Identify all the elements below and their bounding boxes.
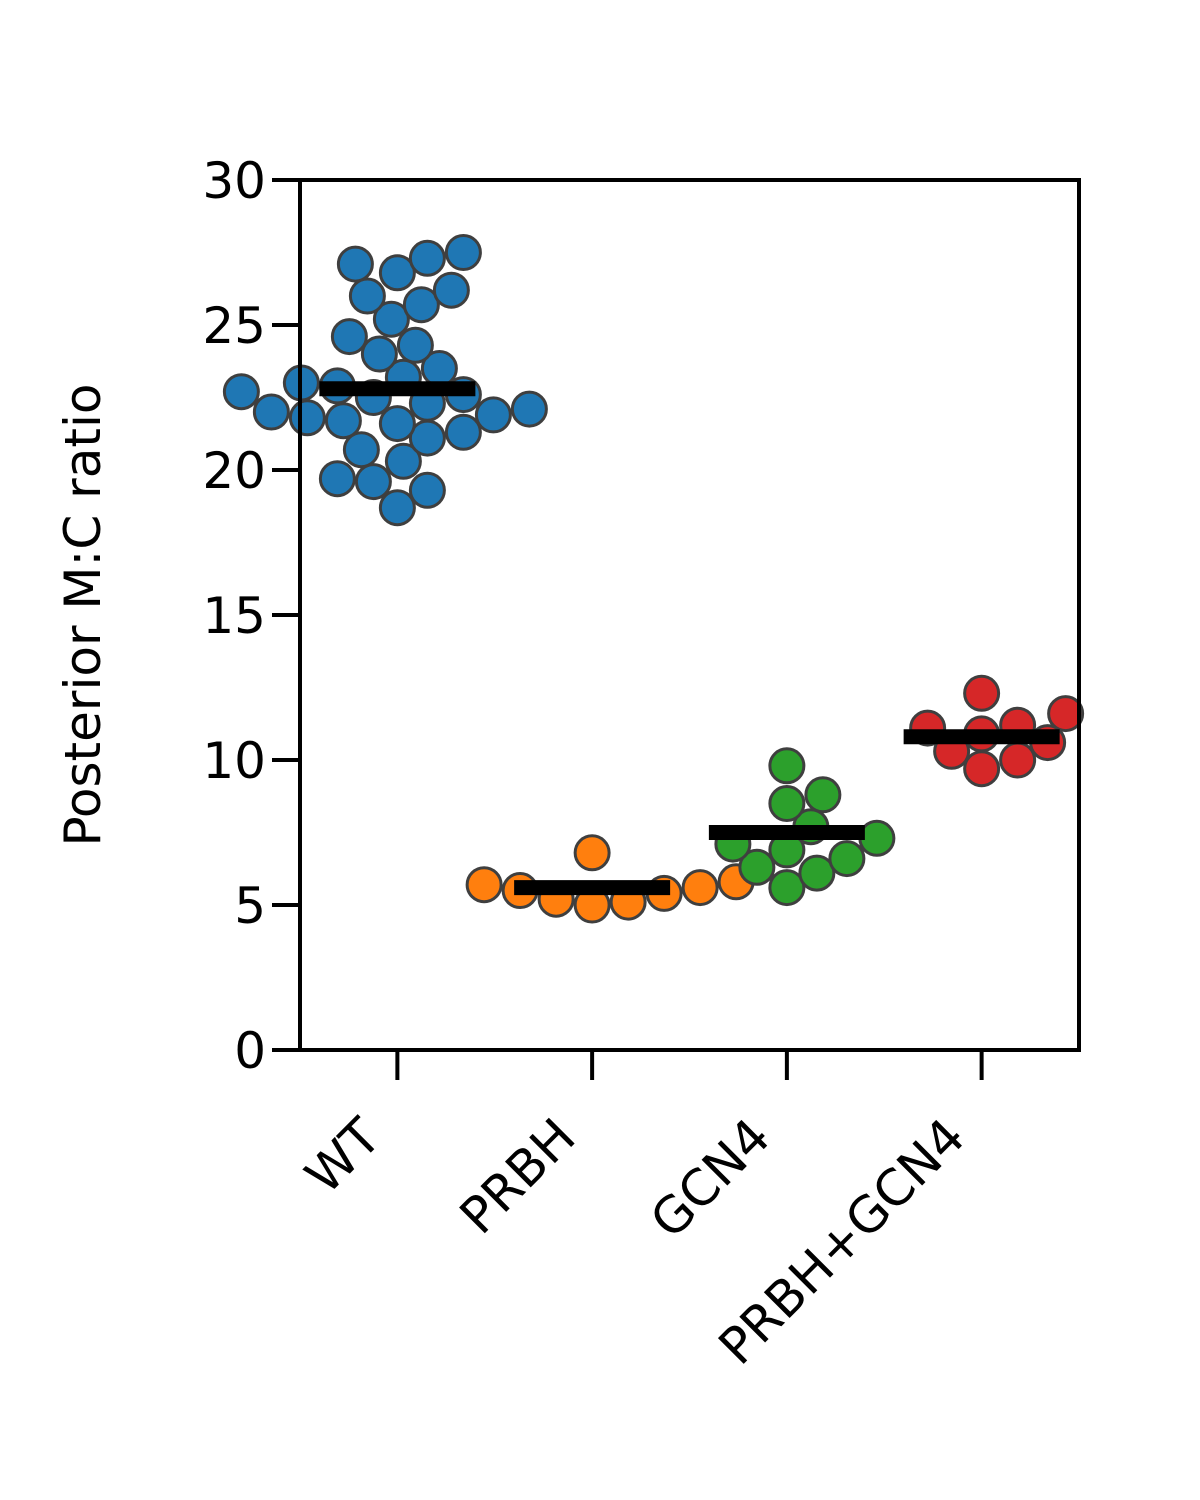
data-point-gcn4 [828,840,866,878]
data-point-wt [354,463,392,501]
mean-lines [319,381,1060,896]
data-point-wt [252,393,290,431]
data-point-prbh-gcn4 [963,750,1001,788]
data-point-wt [444,413,482,451]
data-point-wt [432,271,470,309]
data-point-gcn4 [858,819,896,857]
data-point-wt [318,460,356,498]
data-point-wt [342,431,380,469]
data-point-wt [396,326,434,364]
data-point-prbh [465,866,503,904]
y-tick-label: 15 [202,587,266,645]
data-point-wt [408,471,446,509]
data-point-wt [474,396,512,434]
data-point-wt [510,390,548,428]
data-point-wt [444,234,482,271]
data-point-wt [372,300,410,338]
y-tick-label: 10 [202,732,266,790]
data-point-wt [378,254,416,292]
y-tick-label: 0 [234,1022,266,1080]
data-point-wt [384,442,422,480]
data-point-wt [324,402,362,440]
data-point-wt [360,335,398,373]
data-point-gcn4 [768,869,806,907]
y-tick-label: 25 [202,297,266,355]
data-point-wt [330,318,368,356]
y-axis-label: Posterior M:C ratio [54,384,112,847]
data-point-gcn4 [768,747,806,785]
data-point-wt [222,373,260,411]
data-point-gcn4 [804,776,842,814]
data-point-prbh [573,834,611,872]
data-point-wt [378,405,416,443]
data-point-gcn4 [768,785,806,822]
data-point-gcn4 [798,854,836,892]
data-point-prbh-gcn4 [963,674,1001,712]
data-point-wt [288,399,326,437]
y-axis: 0 5 10 15 20 25 30 [202,152,300,1080]
data-point-wt [348,277,386,315]
data-point-prbh [681,869,719,907]
data-point-prbh-gcn4 [999,741,1037,779]
y-tick-label: 20 [202,442,266,500]
y-tick-label: 5 [234,877,266,935]
data-point-wt [336,245,374,283]
data-point-wt [408,239,446,277]
y-tick-label: 30 [202,152,266,210]
x-tick-label: GCN4 [639,1107,781,1249]
x-tick-label: PRBH [449,1107,587,1245]
data-point-prbh-gcn4 [1047,695,1085,733]
data-point-wt [402,286,440,324]
data-point-gcn4 [738,848,776,886]
data-points [222,234,1085,924]
data-point-wt [378,489,416,527]
x-tick-label: WT [294,1107,392,1205]
